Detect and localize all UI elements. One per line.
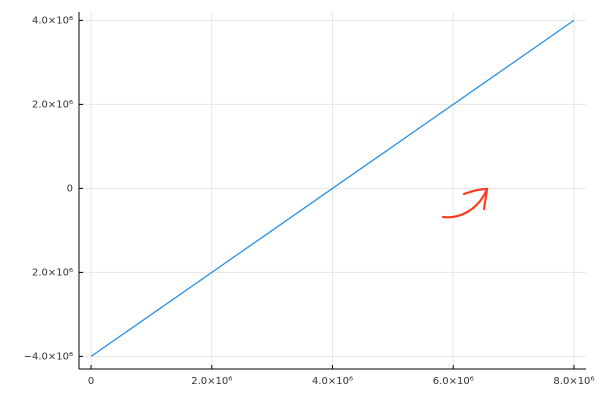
grid — [79, 12, 586, 369]
y-ticks: −4.0×10⁶ 2.0×10⁶ 0 2.0×10⁶ 4.0×10⁶ — [24, 15, 83, 362]
arrow-shaft — [441, 187, 489, 219]
y-tick-label: 4.0×10⁶ — [32, 15, 73, 26]
x-tick-label: 6.0×10⁶ — [433, 376, 474, 387]
x-tick-label: 2.0×10⁶ — [191, 376, 232, 387]
x-tick-label: 8.0×10⁶ — [553, 376, 594, 387]
arrow-head-right — [482, 187, 489, 211]
x-tick-label: 0 — [88, 376, 94, 387]
y-tick-label: 2.0×10⁶ — [32, 99, 73, 110]
handwritten-arrow — [441, 187, 489, 219]
series — [90, 19, 575, 357]
y-tick-label: −4.0×10⁶ — [24, 351, 73, 362]
x-tick-label: 4.0×10⁶ — [312, 376, 353, 387]
x-ticks: 0 2.0×10⁶ 4.0×10⁶ 6.0×10⁶ 8.0×10⁶ — [88, 365, 594, 387]
y-tick-label: 0 — [67, 183, 73, 194]
y-tick-label: 2.0×10⁶ — [32, 267, 73, 278]
arrow-head-left — [462, 187, 489, 196]
series-line — [90, 19, 575, 357]
